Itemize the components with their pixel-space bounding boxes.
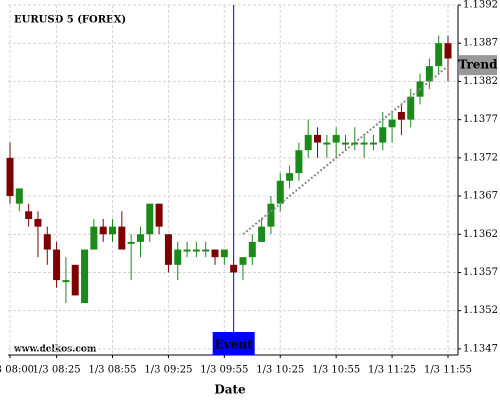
- candle-body: [146, 203, 154, 235]
- x-tick-label: 1/3 08:25: [33, 365, 81, 376]
- x-axis-label: Date: [214, 383, 246, 397]
- y-tick-label: 1.1372: [463, 152, 498, 163]
- candle-body: [15, 188, 23, 204]
- candle-body: [43, 234, 51, 250]
- x-tick-label: 1/3 09:55: [200, 365, 248, 376]
- candle-body: [286, 173, 294, 181]
- candle-body: [258, 226, 266, 242]
- y-tick-label: 1.1352: [463, 305, 498, 316]
- candle-body: [425, 66, 433, 82]
- x-tick-label: 1/3 09:25: [144, 365, 192, 376]
- candle-body: [369, 142, 377, 145]
- candle-body: [136, 234, 144, 242]
- x-tick-label: 1/3 11:55: [424, 365, 472, 376]
- plot-area: [8, 5, 458, 355]
- candle-body: [211, 249, 219, 258]
- candle-body: [248, 241, 256, 258]
- x-tick-label: 1/3 08:55: [88, 365, 136, 376]
- candle-body: [202, 249, 210, 252]
- candle-body: [34, 218, 42, 227]
- x-tick-label: 1/3 10:25: [256, 365, 304, 376]
- y-tick-label: 1.1392: [463, 0, 498, 11]
- candle-body: [99, 226, 107, 235]
- candle-body: [25, 211, 33, 219]
- y-tick-label: 1.1367: [463, 191, 498, 202]
- candle-body: [127, 241, 135, 244]
- candle-body: [332, 134, 340, 143]
- candle-body: [388, 119, 396, 128]
- candle-body: [267, 203, 275, 227]
- candle-body: [174, 249, 182, 265]
- event-box: [212, 332, 255, 355]
- candle-body: [341, 142, 349, 145]
- candle-body: [351, 142, 359, 145]
- candle-body: [90, 226, 98, 250]
- trend-box: [459, 55, 497, 76]
- watermark: www.delkos.com: [13, 345, 97, 355]
- candle-body: [397, 111, 405, 120]
- candle-body: [444, 43, 452, 59]
- candle-body: [62, 280, 70, 283]
- candle-body: [71, 264, 79, 296]
- candle-body: [379, 127, 387, 143]
- candle-body: [314, 134, 322, 143]
- chart-title: EURUSD 5 (FOREX): [14, 15, 126, 26]
- candle-body: [230, 264, 238, 273]
- candle-body: [6, 157, 14, 197]
- candle-body: [407, 96, 415, 120]
- event-label: Event: [215, 338, 253, 352]
- y-tick-label: 1.1387: [463, 38, 498, 49]
- candle-body: [192, 249, 200, 252]
- candle-body: [220, 249, 228, 258]
- candle-body: [183, 249, 191, 252]
- x-tick-label: 1/3 10:55: [312, 365, 360, 376]
- candle-body: [295, 150, 303, 174]
- x-tick-label: 1/3 11:25: [368, 365, 416, 376]
- trend-line: [242, 65, 449, 236]
- y-tick-label: 1.1377: [463, 114, 498, 125]
- candle-body: [360, 142, 368, 145]
- candle-body: [435, 43, 443, 67]
- candle-body: [53, 249, 61, 281]
- candle-body: [118, 226, 126, 250]
- y-tick-label: 1.1362: [463, 229, 498, 240]
- candle-body: [164, 234, 172, 265]
- x-tick-label: 1/3 08:00: [0, 365, 34, 376]
- candle-body: [276, 180, 284, 204]
- y-tick-label: 1.1347: [463, 343, 498, 354]
- candle-body: [323, 142, 331, 145]
- trend-label: Trend: [458, 58, 498, 72]
- candle-body: [81, 249, 89, 304]
- candle-body: [239, 257, 247, 265]
- candle-body: [304, 134, 312, 151]
- y-tick-label: 1.1357: [463, 267, 498, 278]
- y-tick-label: 1.1382: [463, 76, 498, 87]
- candle-body: [155, 203, 163, 227]
- candle-body: [109, 226, 117, 235]
